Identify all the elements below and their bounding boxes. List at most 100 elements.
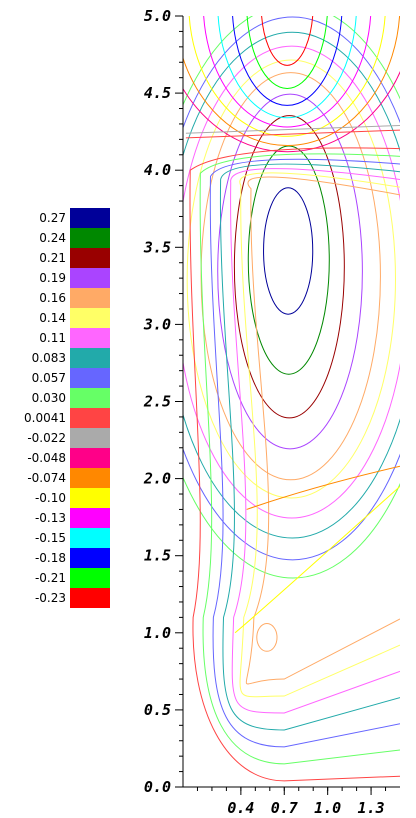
y-tick-label: 5.0 [144,7,171,25]
contour-line [185,129,400,139]
legend-entry: 0.14 [0,308,112,328]
legend-entry: 0.030 [0,388,112,408]
y-tick-label: 4.0 [144,161,171,179]
contour-line [263,187,314,315]
legend-label: -0.022 [27,431,66,445]
legend-entry: -0.23 [0,588,112,608]
contour-line [183,31,400,539]
contour-line [219,163,400,731]
legend-entry: -0.13 [0,508,112,528]
legend-entry: 0.19 [0,268,112,288]
legend-entry: 0.0041 [0,408,112,428]
legend-entry: -0.022 [0,428,112,448]
legend-swatch [70,468,110,488]
legend-swatch [70,328,110,348]
legend-entry: 0.16 [0,288,112,308]
legend-swatch [70,448,110,468]
legend-swatch [70,488,110,508]
y-tick-label: 0.0 [144,778,171,796]
y-tick-label: 2.0 [143,470,171,488]
y-tick-label: 3.0 [143,315,171,333]
contour-line [183,45,400,519]
legend-label: -0.074 [27,471,66,485]
contour-line [232,16,343,106]
contour-line [256,623,278,652]
legend-label: 0.11 [39,331,66,345]
legend-swatch [70,428,110,448]
contour-line [183,70,400,153]
legend-swatch [70,528,110,548]
legend-label: -0.13 [34,511,66,525]
legend-label: -0.23 [34,591,66,605]
legend-label: 0.27 [39,211,66,225]
contour-line [261,16,314,66]
legend-label: -0.048 [27,451,66,465]
legend-label: 0.21 [39,251,66,265]
legend-label: 0.030 [31,391,66,405]
legend-label: -0.15 [34,531,66,545]
y-tick-label: 1.5 [144,547,171,565]
legend-entry: -0.18 [0,548,112,568]
contour-line [183,16,400,579]
legend-swatch [70,248,110,268]
x-tick-label: 0.4 [227,799,254,817]
contour-line [183,16,400,146]
contour-line [246,465,400,510]
legend-label: 0.14 [39,311,66,325]
contour-line [185,124,400,134]
contour-line [189,147,400,782]
legend-entry: -0.10 [0,488,112,508]
legend-swatch [70,568,110,588]
legend-swatch [70,208,110,228]
y-tick-label: 1.0 [144,624,171,642]
legend-label: 0.083 [31,351,66,365]
legend-swatch [70,408,110,428]
y-tick-label: 0.5 [144,701,171,719]
legend-swatch [70,288,110,308]
contour-line [234,485,400,634]
legend-entry: 0.057 [0,368,112,388]
contour-line [188,16,386,137]
legend-swatch [70,508,110,528]
y-tick-label: 3.5 [143,238,171,256]
contour-line [246,16,328,89]
legend-label: 0.16 [39,291,66,305]
legend-swatch [70,548,110,568]
legend-label: 0.24 [39,231,66,245]
legend-label: 0.0041 [24,411,66,425]
x-tick-label: 1.0 [314,799,341,817]
legend-label: 0.057 [31,371,66,385]
legend-swatch [70,388,110,408]
contour-line [239,172,400,698]
legend-entry: 0.27 [0,208,112,228]
legend-swatch [70,228,110,248]
legend-swatch [70,268,110,288]
legend-entry: -0.15 [0,528,112,548]
legend-label: -0.21 [34,571,66,585]
x-tick-label: 1.3 [358,799,385,817]
legend-entry: 0.083 [0,348,112,368]
legend-entry: -0.074 [0,468,112,488]
legend-swatch [70,348,110,368]
legend-swatch [70,588,110,608]
legend-entry: -0.21 [0,568,112,588]
y-tick-label: 4.5 [144,84,171,102]
legend-entry: -0.048 [0,448,112,468]
legend-entry: 0.24 [0,228,112,248]
contour-line [217,93,363,450]
legend-label: -0.18 [34,551,66,565]
legend-entry: 0.21 [0,248,112,268]
contour-line [203,16,372,128]
y-tick-label: 2.5 [143,393,171,411]
legend-swatch [70,308,110,328]
legend-label: -0.10 [34,491,66,505]
contour-line [230,168,400,714]
contour-line [199,153,400,765]
contour-layer [183,16,400,782]
x-tick-label: 0.7 [271,799,298,817]
contour-line [217,16,357,119]
legend-entry: 0.11 [0,328,112,348]
contour-line [183,16,400,561]
contour-line [209,158,400,748]
